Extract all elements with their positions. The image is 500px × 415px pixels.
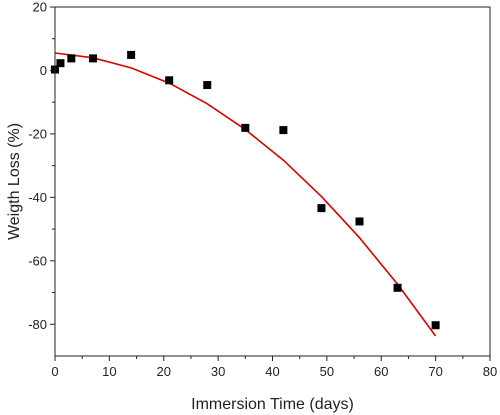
y-tick-label: -60 [28,253,47,268]
x-tick-label: 40 [265,364,279,379]
x-tick-label: 10 [102,364,116,379]
x-tick-label: 30 [211,364,225,379]
x-tick-label: 50 [320,364,334,379]
data-points-group [51,50,440,330]
data-point [393,283,402,292]
fit-curve-line [54,52,437,337]
x-axis-label: Immersion Time (days) [191,396,354,413]
data-point [431,321,440,330]
x-tick-label: 80 [483,364,497,379]
x-tick-label: 60 [374,364,388,379]
plot-frame [54,6,491,357]
tick-group: 0 10 20 30 40 50 60 70 80 -80 -60 -40 -20 0 20 [28,0,497,379]
data-point [67,54,76,63]
data-point [279,126,288,135]
data-point [203,81,212,90]
fit-curve-group [54,52,437,337]
data-point [317,204,326,213]
y-tick-label: -20 [28,126,47,141]
x-tick-label: 70 [428,364,442,379]
data-point [241,123,250,132]
y-tick-label: 20 [33,0,47,15]
y-tick-label: 0 [40,63,47,78]
x-tick-label: 20 [157,364,171,379]
data-point [89,54,98,63]
y-tick-label: -40 [28,190,47,205]
y-tick-label: -80 [28,317,47,332]
data-point [165,76,174,85]
data-point [127,50,136,59]
data-point [355,217,364,226]
y-axis-label: Weigth Loss (%) [6,123,23,240]
x-tick-label: 0 [51,364,58,379]
data-point [56,59,65,68]
